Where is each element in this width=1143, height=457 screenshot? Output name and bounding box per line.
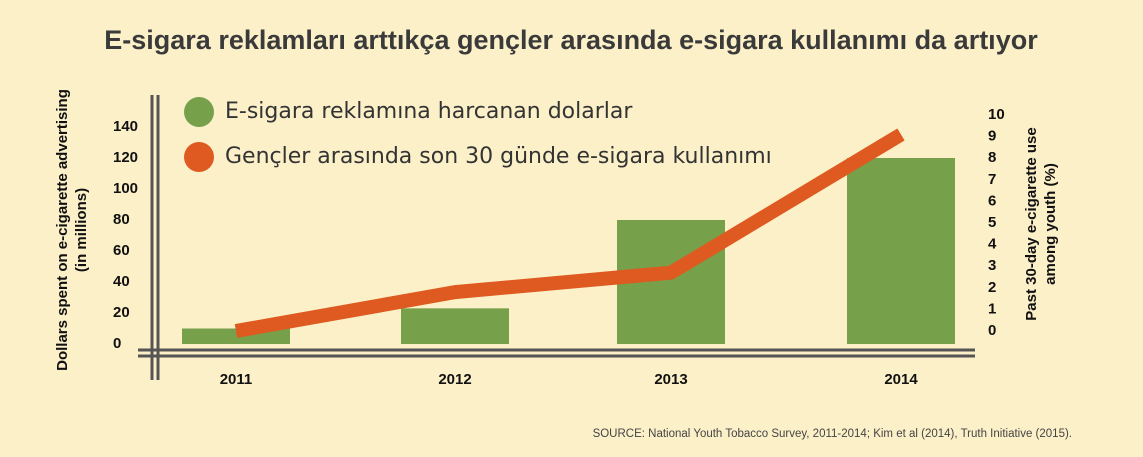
x-tick-label: 2013	[654, 371, 687, 388]
y-tick-label: 40	[113, 273, 130, 290]
axes	[138, 95, 975, 380]
y2-axis-label: Past 30-day e-cigarette use	[1023, 127, 1040, 320]
chart-title: E-sigara reklamları arttıkça gençler ara…	[104, 25, 1038, 55]
x-tick-label: 2012	[438, 371, 471, 388]
y2-tick-label: 0	[988, 322, 996, 339]
y2-tick-label: 4	[988, 236, 997, 253]
y2-tick-label: 10	[988, 106, 1005, 123]
y-tick-label: 60	[113, 242, 130, 259]
legend-label: Gençler arasında son 30 günde e-sigara k…	[225, 144, 772, 169]
y2-tick-label: 2	[988, 279, 996, 296]
y2-axis-label: among youth (%)	[1042, 163, 1059, 285]
y2-tick-label: 6	[988, 192, 996, 209]
y-axis-label: (in millions)	[73, 188, 90, 272]
bar	[847, 158, 955, 344]
y-tick-label: 20	[113, 304, 130, 321]
y2-tick-label: 5	[988, 214, 996, 231]
y2-tick-label: 3	[988, 257, 996, 274]
y-tick-label: 140	[113, 118, 138, 135]
y2-tick-label: 9	[988, 128, 996, 145]
x-tick-label: 2014	[884, 371, 918, 388]
y2-tick-label: 7	[988, 171, 996, 188]
y2-tick-label: 1	[988, 300, 996, 317]
bar	[401, 308, 509, 344]
y-tick-label: 120	[113, 149, 138, 166]
source: SOURCE: National Youth Tobacco Survey, 2…	[593, 428, 1072, 440]
legend-label: E-sigara reklamına harcanan dolarlar	[225, 99, 633, 124]
x-tick-label: 2011	[220, 371, 253, 388]
y-axis-label: Dollars spent on e-cigarette advertising	[54, 89, 71, 371]
line	[234, 128, 905, 338]
legend-marker	[184, 97, 214, 127]
y-tick-label: 80	[113, 211, 130, 228]
y-tick-label: 0	[113, 335, 121, 352]
legend-marker	[184, 142, 214, 172]
y2-tick-label: 8	[988, 149, 996, 166]
y-tick-label: 100	[113, 180, 138, 197]
